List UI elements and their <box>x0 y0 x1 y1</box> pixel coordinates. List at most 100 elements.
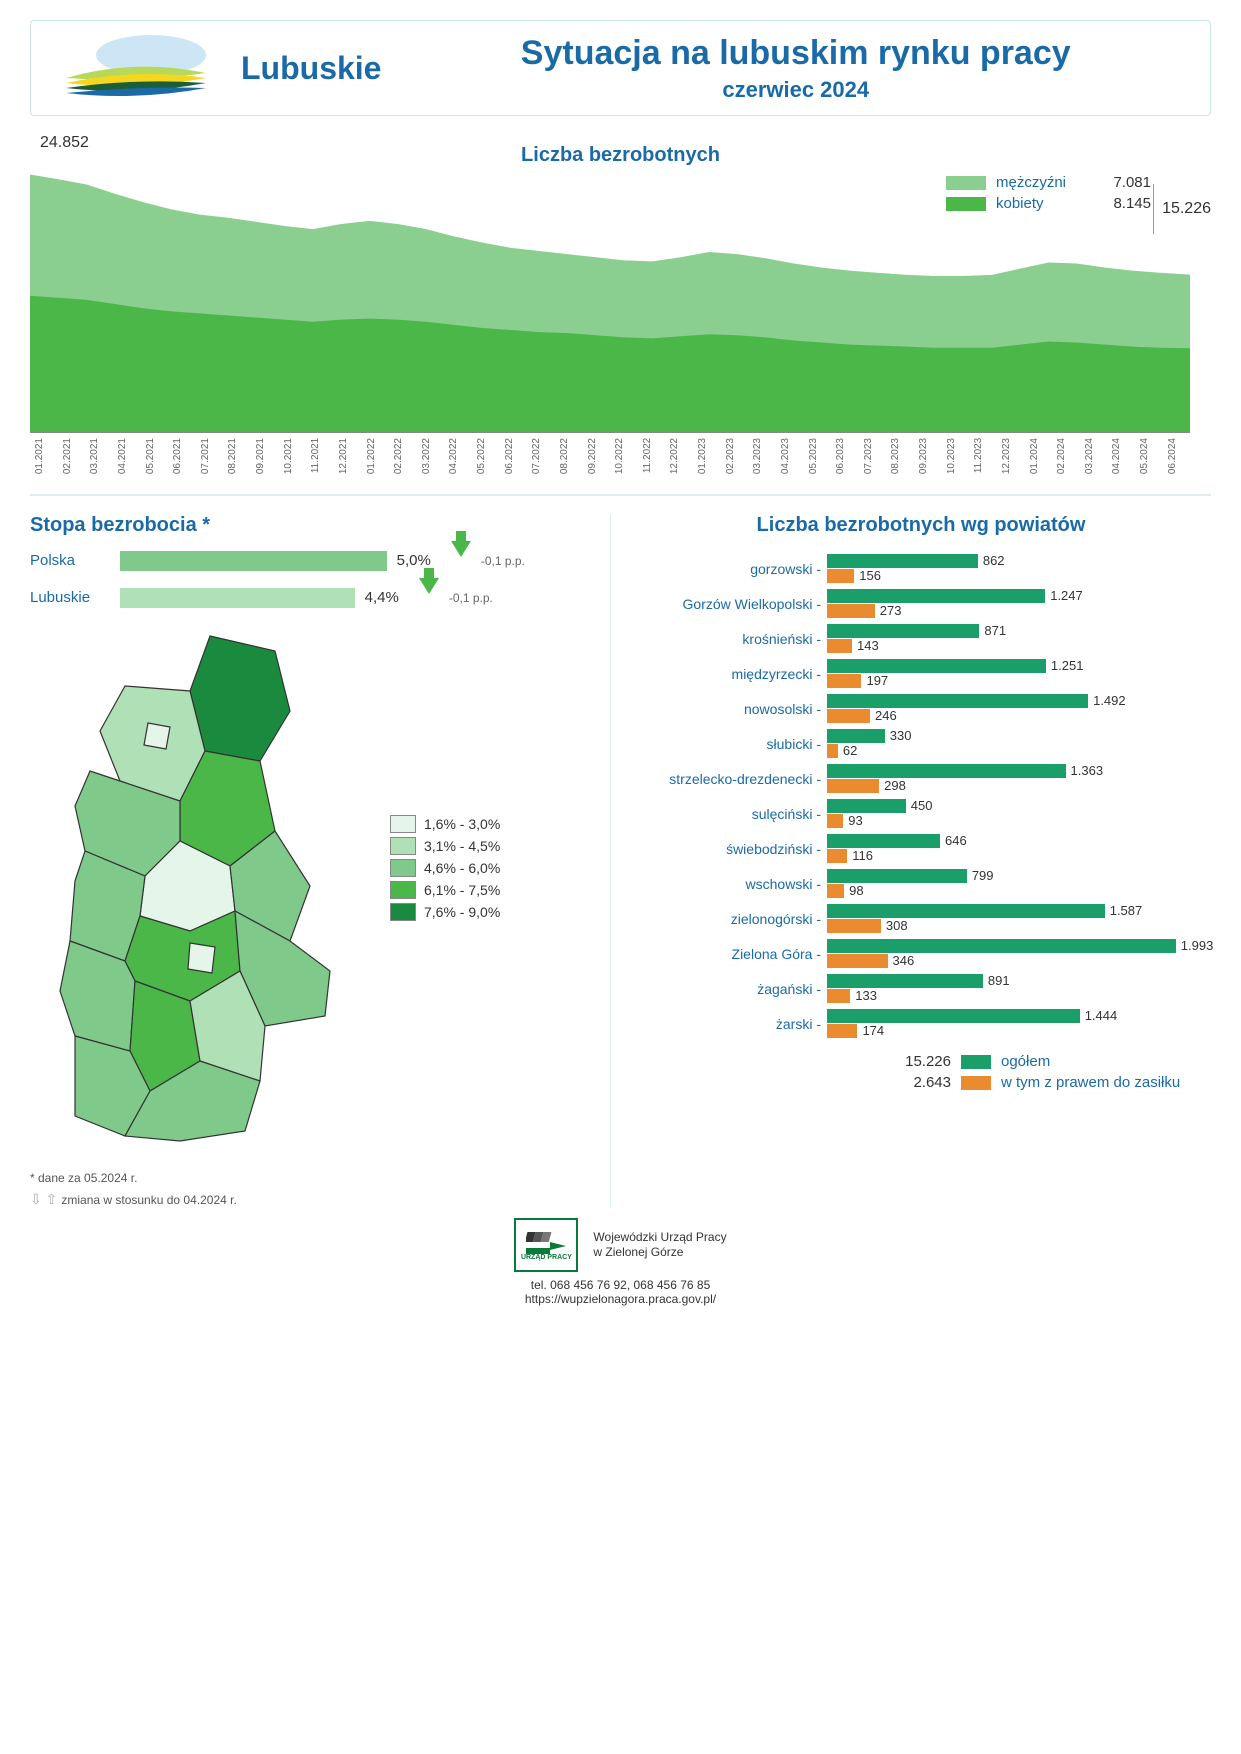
powiat-name: krośnieński - <box>631 631 827 647</box>
xaxis-tick: 03.2022 <box>421 438 449 474</box>
xaxis-tick: 09.2021 <box>255 438 283 474</box>
powiat-row: gorzowski -862156 <box>631 553 1211 584</box>
rate-row: Lubuskie4,4%-0,1 p.p. <box>30 584 590 611</box>
powiat-total-value: 871 <box>979 623 1006 638</box>
powiat-name: żarski - <box>631 1016 827 1032</box>
powiat-name: Zielona Góra - <box>631 946 827 962</box>
xaxis-tick: 12.2021 <box>338 438 366 474</box>
xaxis-tick: 05.2021 <box>145 438 173 474</box>
powiat-bars: 646116 <box>827 833 1211 864</box>
powiat-total-value: 1.363 <box>1066 763 1104 778</box>
powiat-row: Zielona Góra -1.993346 <box>631 938 1211 969</box>
xaxis-tick: 01.2024 <box>1029 438 1057 474</box>
map-legend-row: 1,6% - 3,0% <box>390 815 500 833</box>
rate-label: Polska <box>30 552 110 569</box>
powiat-row: żarski -1.444174 <box>631 1008 1211 1039</box>
map-legend-row: 6,1% - 7,5% <box>390 881 500 899</box>
xaxis-tick: 08.2023 <box>890 438 918 474</box>
map-legend-swatch <box>390 903 416 921</box>
footer-org-line1: Wojewódzki Urząd Pracy <box>593 1230 726 1246</box>
lubuskie-map <box>30 631 370 1151</box>
area-total-value: 15.226 <box>1153 184 1211 234</box>
powiat-total-value: 891 <box>983 973 1010 988</box>
map-legend-label: 7,6% - 9,0% <box>424 904 500 920</box>
powiat-row: słubicki -33062 <box>631 728 1211 759</box>
map-legend-swatch <box>390 837 416 855</box>
footnotes: * dane za 05.2024 r. ⇩ ⇧ zmiana w stosun… <box>30 1171 590 1208</box>
powiat-sub-value: 62 <box>838 743 857 758</box>
left-column: Stopa bezrobocia * Polska5,0%-0,1 p.p.Lu… <box>30 514 590 1208</box>
powiat-bars: 862 156 <box>827 553 1211 584</box>
powiat-bar-sub: 62 <box>827 744 838 758</box>
powiaty-legend: 15.226 ogółem 2.643 w tym z prawem do za… <box>631 1053 1211 1091</box>
xaxis-tick: 04.2024 <box>1111 438 1139 474</box>
map-legend-label: 4,6% - 6,0% <box>424 860 500 876</box>
xaxis-tick: 04.2021 <box>117 438 145 474</box>
xaxis-tick: 07.2022 <box>531 438 559 474</box>
rate-bar <box>120 551 387 571</box>
powiat-sub-value: 93 <box>843 813 862 828</box>
powiat-bar-sub: 156 <box>827 569 854 583</box>
rate-label: Lubuskie <box>30 589 110 606</box>
xaxis-tick: 10.2021 <box>283 438 311 474</box>
xaxis-tick: 08.2021 <box>227 438 255 474</box>
area-chart-title: Liczba bezrobotnych <box>30 144 1211 167</box>
powiat-bar-total: 330 <box>827 729 885 743</box>
map-legend-swatch <box>390 815 416 833</box>
xaxis-tick: 04.2022 <box>448 438 476 474</box>
powiat-bar-total: 799 <box>827 869 967 883</box>
xaxis-tick: 03.2024 <box>1084 438 1112 474</box>
map-legend-row: 4,6% - 6,0% <box>390 859 500 877</box>
powiat-total-value: 1.587 <box>1105 903 1143 918</box>
rate-title: Stopa bezrobocia * <box>30 514 590 537</box>
powiat-bar-total: 1.993 <box>827 939 1176 953</box>
powiat-name: Gorzów Wielkopolski - <box>631 596 827 612</box>
footer-logo-caption: URZĄD PRACY <box>521 1254 572 1261</box>
powiat-bars: 1.247273 <box>827 588 1211 619</box>
powiat-total-value: 862 <box>978 553 1005 568</box>
xaxis-tick: 06.2024 <box>1167 438 1195 474</box>
lubuskie-logo <box>61 33 211 103</box>
powiat-bar-total: 1.251 <box>827 659 1046 673</box>
powiat-sub-value: 174 <box>857 1023 884 1038</box>
rate-row: Polska 5,0% -0,1 p.p. <box>30 547 590 574</box>
powiat-name: żagański - <box>631 981 827 997</box>
legend-women-value: 8.145 <box>1096 195 1151 212</box>
powiat-bar-total: 1.587 <box>827 904 1105 918</box>
main-title: Sytuacja na lubuskim rynku pracy <box>411 34 1180 73</box>
powiat-bar-sub: 133 <box>827 989 850 1003</box>
powiat-sub-value: 116 <box>847 848 873 863</box>
powiat-bar-sub: 298 <box>827 779 879 793</box>
rate-change: -0,1 p.p. <box>481 554 525 568</box>
powiat-total-value: 1.993 <box>1176 938 1214 953</box>
powiat-name: nowosolski - <box>631 701 827 717</box>
xaxis-tick: 11.2023 <box>973 438 1001 474</box>
header-banner: Lubuskie Sytuacja na lubuskim rynku prac… <box>30 20 1211 116</box>
powiat-sub-value: 98 <box>844 883 863 898</box>
area-chart-legend: mężczyźni 7.081 kobiety 8.145 <box>946 174 1151 216</box>
powiat-bars: 1.363 298 <box>827 763 1211 794</box>
footer-org: Wojewódzki Urząd Pracy w Zielonej Górze <box>593 1230 726 1261</box>
powiat-bars: 1.587308 <box>827 903 1211 934</box>
legend-men-label: mężczyźni <box>996 174 1086 191</box>
arrow-down-icon <box>419 594 439 611</box>
map-region <box>190 636 290 761</box>
xaxis-tick: 01.2021 <box>34 438 62 474</box>
powiat-total-value: 1.492 <box>1088 693 1126 708</box>
totals-all-value: 15.226 <box>881 1053 951 1070</box>
rate-value: 5,0% <box>397 552 431 569</box>
powiat-bars: 871143 <box>827 623 1211 654</box>
totals-sub-swatch <box>961 1076 991 1090</box>
xaxis-tick: 07.2021 <box>200 438 228 474</box>
powiat-bar-sub: 273 <box>827 604 875 618</box>
rate-bars: Polska5,0%-0,1 p.p.Lubuskie4,4%-0,1 p.p. <box>30 547 590 611</box>
powiat-bar-sub: 197 <box>827 674 861 688</box>
powiat-total-value: 1.251 <box>1046 658 1084 673</box>
powiat-bars: 891133 <box>827 973 1211 1004</box>
powiat-bar-total: 871 <box>827 624 979 638</box>
rate-change: -0,1 p.p. <box>449 591 493 605</box>
powiat-bar-total: 891 <box>827 974 983 988</box>
xaxis-tick: 06.2021 <box>172 438 200 474</box>
powiat-name: sulęciński - <box>631 806 827 822</box>
powiat-bar-total: 1.444 <box>827 1009 1080 1023</box>
